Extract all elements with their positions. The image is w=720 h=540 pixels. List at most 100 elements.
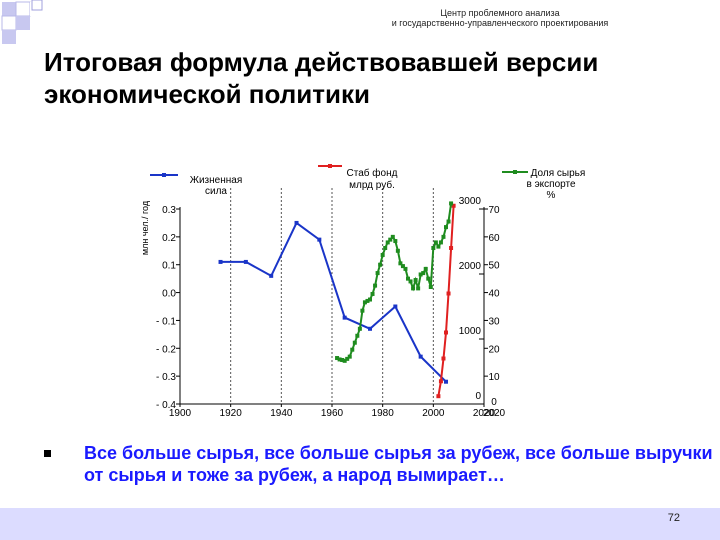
y-mid-tick-label: 1000	[459, 326, 482, 337]
series-point-1	[451, 203, 456, 208]
series-point-0	[294, 220, 299, 225]
series-point-2	[438, 240, 443, 245]
series-point-2	[411, 286, 416, 291]
series-point-0	[243, 259, 248, 264]
stab-fund-legend-marker	[328, 164, 332, 168]
series-point-2	[403, 266, 408, 271]
series-point-2	[345, 356, 350, 361]
series-point-2	[426, 276, 431, 281]
series-point-2	[380, 252, 385, 257]
series-point-0	[218, 259, 223, 264]
series-point-0	[418, 354, 423, 359]
series-point-2	[378, 262, 383, 267]
series-point-1	[441, 356, 446, 361]
series-point-2	[357, 326, 362, 331]
series-line-0	[220, 221, 447, 383]
series-line-1	[437, 205, 455, 397]
series-point-1	[444, 330, 448, 335]
series-point-1	[449, 246, 454, 250]
x-tick-label: 1920	[220, 408, 243, 419]
series-point-2	[385, 240, 390, 245]
slide-title: Итоговая формула действовавшей версии эк…	[44, 47, 599, 109]
y-mid-tick-label: 2000	[459, 261, 482, 272]
labor-legend-marker	[162, 173, 166, 177]
y-right-tick-label: 70	[488, 205, 500, 216]
y-right-tick-label: 30	[488, 316, 500, 327]
y-left-tick-label: 0.1	[162, 261, 176, 272]
y-left-tick-label: 0.3	[162, 205, 176, 216]
series-point-2	[400, 264, 405, 269]
series-point-2	[362, 300, 367, 305]
series-point-1	[436, 394, 441, 399]
series-point-2	[360, 308, 365, 313]
y-right-tick-label: 20	[488, 344, 500, 355]
series-point-2	[418, 272, 423, 277]
series-point-2	[383, 246, 388, 250]
right-axis-end-label: 2020	[483, 408, 506, 419]
series-point-2	[421, 271, 426, 276]
x-tick-label: 2020	[473, 408, 496, 419]
series-point-2	[335, 356, 340, 361]
y-left-tick-label: - 0.4	[156, 400, 176, 411]
series-point-2	[413, 278, 418, 283]
org-line-1: Центр проблемного анализа	[440, 8, 560, 18]
y-left-tick-label: - 0.2	[156, 344, 176, 355]
series-point-2	[390, 234, 395, 239]
org-header: Центр проблемного анализа и государствен…	[280, 8, 720, 28]
legend-raw-line-2: в экспорте	[526, 179, 575, 190]
series-point-2	[368, 297, 372, 302]
series-point-2	[355, 333, 360, 338]
series-point-2	[352, 340, 357, 345]
corner-decoration	[1, 0, 44, 44]
series-point-2	[431, 246, 436, 250]
org-line-2: и государственно-управленческого проекти…	[391, 18, 609, 28]
y-right-tick-label: 60	[488, 233, 500, 244]
series-line-2	[336, 203, 453, 362]
series-point-2	[449, 201, 454, 206]
page-number: 72	[667, 512, 680, 524]
y-mid-tick-label: 0	[475, 391, 481, 402]
series-point-2	[365, 298, 370, 303]
series-point-2	[433, 240, 438, 245]
footer-bar	[0, 508, 720, 540]
y-right-tick-label: 40	[488, 289, 500, 300]
legend-stab-line-1: Стаб фонд	[347, 167, 398, 179]
series-point-2	[370, 291, 375, 296]
series-point-0	[317, 237, 322, 242]
series-point-2	[436, 244, 441, 249]
series-point-0	[393, 304, 398, 309]
series-point-0	[368, 326, 372, 331]
series-point-0	[269, 273, 274, 278]
series-point-2	[416, 286, 421, 291]
series-point-2	[446, 219, 451, 224]
raw-share-legend-marker	[513, 170, 517, 174]
series-point-2	[393, 239, 398, 244]
x-tick-label: 1960	[321, 408, 344, 419]
x-tick-label: 2000	[422, 408, 445, 419]
series-point-2	[441, 234, 446, 239]
y-right-tick-label: 0	[491, 397, 497, 408]
chart: 0.30.20.10.0- 0.1- 0.2- 0.3- 0.430002000…	[140, 164, 586, 419]
series-point-2	[342, 358, 347, 363]
y-left-tick-label: 0.0	[162, 289, 176, 300]
series-point-2	[444, 225, 448, 230]
y-left-tick-label: - 0.3	[156, 372, 176, 383]
y-right-tick-label: 10	[488, 372, 500, 383]
series-point-2	[428, 285, 433, 289]
y-left-tick-label: 0.2	[162, 233, 176, 244]
y-right-tick-label: 50	[488, 261, 500, 272]
series-point-2	[347, 354, 352, 359]
series-point-2	[375, 271, 380, 276]
series-point-1	[438, 379, 443, 384]
series-point-2	[337, 357, 342, 362]
y-mid-tick-label: 3000	[459, 196, 482, 207]
y-left-tick-label: - 0.1	[156, 316, 176, 327]
series-point-2	[350, 347, 355, 352]
series-point-1	[446, 291, 451, 296]
series-point-2	[388, 237, 393, 242]
legend-raw-line-1: Доля сырья	[531, 168, 586, 179]
legend-labor-line-2: сила	[205, 186, 227, 197]
legend-stab-line-2: млрд руб.	[349, 179, 395, 191]
series-point-2	[373, 283, 378, 288]
series-point-2	[340, 357, 345, 362]
